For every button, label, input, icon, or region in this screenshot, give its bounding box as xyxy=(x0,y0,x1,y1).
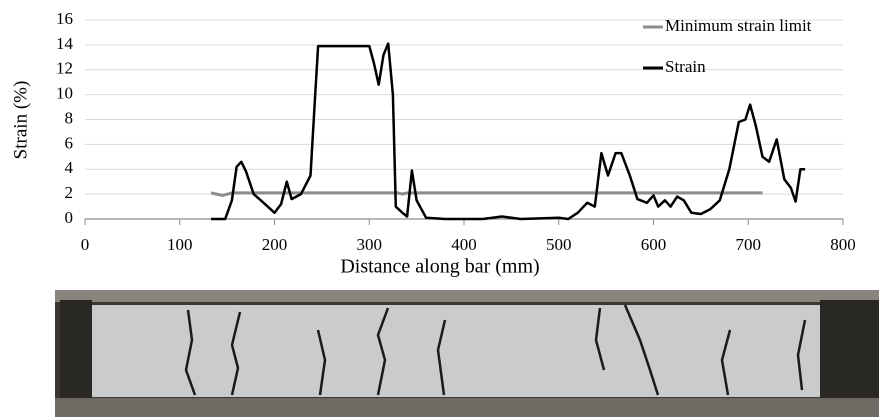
crack xyxy=(230,311,242,396)
legend-label: Minimum strain limit xyxy=(665,16,812,35)
y-tick-label: 14 xyxy=(56,34,74,53)
y-tick-label: 0 xyxy=(65,208,74,227)
series-line xyxy=(211,42,806,221)
y-tick-label: 2 xyxy=(65,183,74,202)
y-tick-label: 4 xyxy=(65,158,74,177)
y-axis-label: Strain (%) xyxy=(10,81,31,160)
crack xyxy=(316,329,327,396)
photo-top-strip xyxy=(55,290,879,302)
x-tick-label: 100 xyxy=(167,235,193,254)
crack xyxy=(796,319,807,391)
y-tick-label: 8 xyxy=(65,108,74,127)
x-tick-label: 500 xyxy=(546,235,572,254)
support-left xyxy=(60,300,92,400)
y-tick-label: 12 xyxy=(56,59,73,78)
crack xyxy=(376,307,390,396)
x-tick-label: 300 xyxy=(357,235,383,254)
crack xyxy=(594,307,606,371)
x-tick-label: 0 xyxy=(81,235,90,254)
crack xyxy=(623,304,660,396)
y-tick-label: 10 xyxy=(56,84,73,103)
y-tick-label: 16 xyxy=(56,9,73,28)
x-tick-label: 700 xyxy=(736,235,762,254)
series-line xyxy=(210,191,763,197)
x-tick-label: 200 xyxy=(262,235,288,254)
photo-bottom-strip xyxy=(55,398,879,417)
x-tick-label: 600 xyxy=(641,235,667,254)
support-right xyxy=(820,300,879,400)
beam xyxy=(90,305,820,397)
legend-label: Strain xyxy=(665,57,706,76)
chart: 0 2 4 6 8 10 12 14 16 0 100 200 300 400 500 600 700 800 Mi… xyxy=(56,9,856,254)
crack xyxy=(720,329,732,396)
y-tick-label: 6 xyxy=(65,133,74,152)
x-tick-label: 800 xyxy=(830,235,856,254)
cracks xyxy=(184,304,807,396)
x-axis-label: Distance along bar (mm) xyxy=(340,256,539,278)
crack xyxy=(184,309,197,396)
x-tick-label: 400 xyxy=(451,235,477,254)
crack xyxy=(436,319,447,396)
photo xyxy=(55,290,879,417)
